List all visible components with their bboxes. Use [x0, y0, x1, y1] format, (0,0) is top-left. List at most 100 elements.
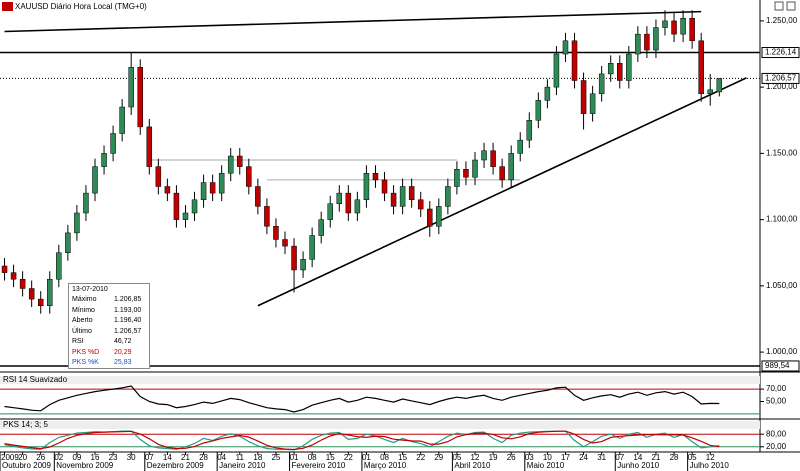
candle-body: [74, 212, 80, 234]
candle-body: [119, 106, 125, 134]
info-label: Aberto: [72, 317, 93, 325]
info-value: 1.206,57: [114, 327, 142, 335]
x-tick-label: 22: [416, 453, 425, 462]
candle-body: [490, 150, 496, 167]
candle-body: [499, 166, 505, 181]
price-label-box: [761, 47, 800, 59]
candle-body: [436, 206, 442, 227]
info-row: Aberto 1.196,40: [69, 316, 149, 327]
info-label: Mínimo: [72, 306, 95, 314]
y-tick-label: 1.000,00: [766, 347, 798, 356]
x-tick-label: 12: [471, 453, 480, 462]
x-tick-label: 29: [434, 453, 443, 462]
y-tick-label: 80,00: [766, 429, 787, 438]
candle-body: [427, 208, 433, 227]
candle-body: [291, 245, 297, 271]
candle-body: [417, 199, 424, 210]
x-tick-label: 18: [253, 453, 262, 462]
x-tick-label: 25: [271, 453, 280, 462]
month-label: Julho 2010: [690, 461, 730, 470]
candle-body: [273, 225, 279, 240]
month-label: Dezembro 2009: [147, 461, 204, 470]
y-tick-label: 1.100,00: [766, 215, 798, 224]
candle-body: [300, 259, 306, 271]
x-tick-label: 01: [362, 453, 371, 462]
x-tick-label: 09: [72, 453, 81, 462]
y-tick-label: 70,00: [766, 384, 787, 393]
candle-body: [110, 133, 116, 154]
x-tick-label: 08: [380, 453, 389, 462]
candle-body: [589, 93, 596, 114]
info-row: Último 1.206,57: [69, 326, 149, 337]
candle-body: [37, 298, 44, 306]
x-tick-label: 01: [290, 453, 299, 462]
candle-body: [10, 272, 17, 280]
symbol-icon: [2, 2, 13, 11]
x-tick-label: 19: [489, 453, 498, 462]
candle-body: [173, 192, 180, 220]
y-tick-label: 1.200,00: [766, 82, 798, 91]
info-label: PKS %D: [72, 348, 100, 356]
y-tick-label: 50,00: [766, 397, 787, 406]
x-tick-label: 24: [579, 453, 588, 462]
candle-body: [562, 40, 569, 55]
candle-body: [626, 53, 632, 81]
info-row: PKS %D 20,29: [69, 347, 149, 358]
info-value: 1.206,85: [114, 296, 142, 304]
candle-body: [56, 252, 62, 280]
x-tick-label: 14: [633, 453, 642, 462]
candle-body: [481, 150, 487, 161]
candle-body: [399, 186, 406, 207]
x-tick-label: 21: [651, 453, 660, 462]
info-value: 25,83: [114, 359, 132, 367]
info-row: RSI 46,72: [69, 337, 149, 348]
price-label-box: [761, 360, 800, 372]
candle-body: [336, 192, 343, 204]
candle-body: [617, 63, 623, 81]
candle-body: [698, 40, 704, 95]
candle-body: [264, 206, 270, 227]
x-tick-label: 04: [217, 453, 226, 462]
x-tick-label: 31: [597, 453, 606, 462]
x-tick-label: 11: [236, 453, 245, 462]
close-button[interactable]: [786, 1, 796, 11]
candle-body: [472, 159, 478, 178]
x-tick-label: 26: [507, 453, 516, 462]
candle-body: [209, 182, 216, 194]
x-tick-label: 05: [452, 453, 461, 462]
candle-body: [1, 265, 8, 273]
month-label: Abril 2010: [454, 461, 491, 470]
info-row: Mínimo 1.193,00: [69, 305, 149, 316]
candle-body: [327, 203, 333, 220]
candle-body: [553, 53, 560, 88]
x-tick-label: 2009: [1, 453, 19, 462]
month-label: Janeiro 2010: [219, 461, 266, 470]
info-label: Máximo: [72, 296, 97, 304]
candle-body: [354, 199, 361, 214]
candle-body: [237, 155, 243, 167]
candle-body: [635, 33, 641, 55]
info-date: 13-07-2010: [72, 285, 108, 293]
candle-body: [309, 235, 315, 260]
x-tick-label: 05: [688, 453, 697, 462]
panel-header: [0, 421, 760, 429]
candle-body: [101, 153, 107, 167]
indicator-line: [4, 430, 720, 451]
info-label: PKS %K: [72, 359, 99, 367]
x-tick-label: 15: [326, 453, 335, 462]
x-tick-label: 28: [199, 453, 208, 462]
candle-body: [372, 173, 379, 181]
info-value: 46,72: [114, 338, 132, 346]
candle-body: [381, 179, 388, 194]
month-label: Novembro 2009: [56, 461, 113, 470]
candle-body: [92, 166, 98, 194]
price-label: 1.206,57: [765, 74, 797, 83]
x-tick-label: 15: [398, 453, 407, 462]
minimize-button[interactable]: [774, 1, 784, 11]
candle-body: [580, 80, 587, 114]
candle-body: [246, 166, 252, 187]
price-label: 1.226,14: [765, 48, 797, 57]
candle-body: [408, 186, 415, 200]
candle-body: [535, 100, 542, 121]
